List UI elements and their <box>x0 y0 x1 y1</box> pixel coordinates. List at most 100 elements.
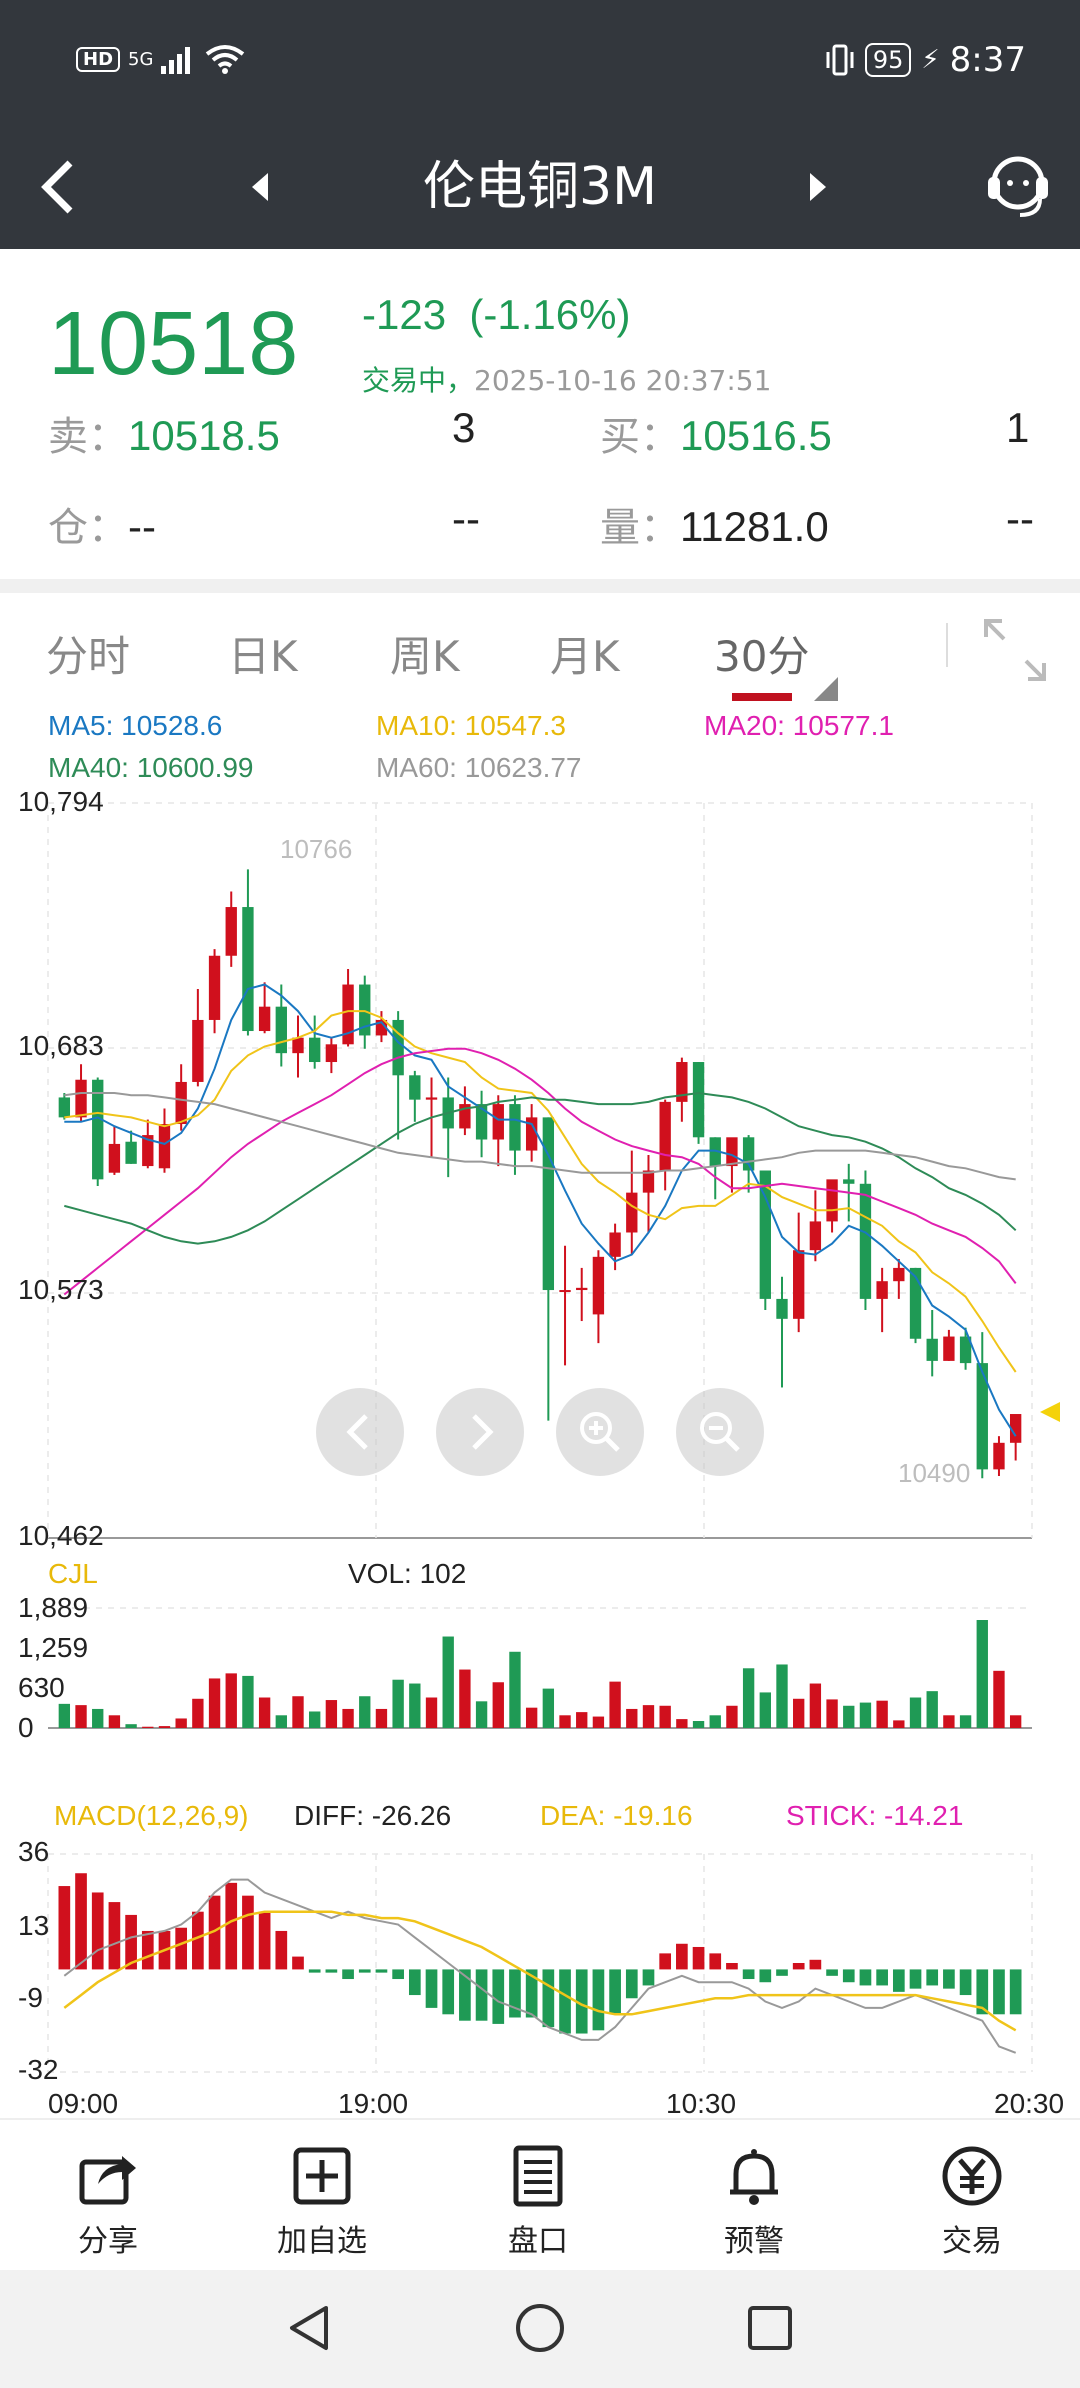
volume-bar <box>909 1697 922 1728</box>
trade-button[interactable]: 交易 <box>912 2144 1032 2260</box>
volume-chart[interactable] <box>0 1590 1080 1790</box>
macd-bar <box>208 1895 221 1970</box>
macd-bar <box>792 1963 805 1970</box>
macd-bar <box>408 1969 421 1996</box>
macd-bar <box>859 1969 872 1986</box>
y-tick-top: 10,794 <box>18 786 104 817</box>
zoom-in-button[interactable] <box>556 1388 644 1476</box>
volume-bar <box>626 1708 638 1728</box>
macd-bar <box>842 1969 855 1983</box>
candle-body <box>359 984 371 1036</box>
macd-chart[interactable] <box>0 1840 1080 2080</box>
candle-body <box>692 1062 705 1138</box>
macd-bar <box>442 1969 455 2015</box>
open-interest-change: -- <box>452 495 480 542</box>
macd-tick-bottom: -32 <box>18 2054 59 2085</box>
y-tick-bottom: 10,462 <box>18 1520 104 1551</box>
candle-body <box>776 1298 788 1319</box>
buy-row: 买：10516.5 <box>600 404 832 462</box>
home-circle-icon[interactable] <box>512 2300 568 2356</box>
candle-body <box>976 1363 988 1470</box>
fullscreen-icon[interactable] <box>980 615 1050 685</box>
back-triangle-icon[interactable] <box>282 2300 338 2356</box>
x-tick-2: 10:30 <box>666 2088 737 2119</box>
volume-chart-title: CJL <box>48 1558 98 1589</box>
add-watchlist-icon <box>293 2147 351 2205</box>
share-button[interactable]: 分享 <box>48 2144 168 2260</box>
macd-bar <box>1009 1969 1022 2015</box>
volume-bar <box>876 1700 888 1728</box>
order-book-icon <box>513 2145 563 2207</box>
macd-bar <box>375 1969 388 1973</box>
macd-bar <box>91 1892 104 1970</box>
trading-state: 交易中， <box>362 364 475 397</box>
buy-label: 买： <box>600 414 680 460</box>
volume-bar <box>692 1721 705 1728</box>
volume-bar <box>425 1697 438 1728</box>
macd-bar <box>559 1969 571 2034</box>
candle-body <box>793 1250 805 1319</box>
tab-weekly-k[interactable]: 周K <box>390 632 460 681</box>
candle-body <box>392 1019 404 1076</box>
candle-body <box>542 1117 555 1291</box>
share-label: 分享 <box>78 2224 138 2259</box>
order-book-button[interactable]: 盘口 <box>478 2144 598 2260</box>
volume-bar <box>225 1673 237 1728</box>
prev-contract-icon[interactable] <box>248 165 272 209</box>
candle-body <box>509 1104 521 1151</box>
back-icon[interactable] <box>28 147 88 227</box>
ma40-legend: MA40: 10600.99 <box>48 752 254 783</box>
volume-bar <box>993 1670 1005 1728</box>
add-watchlist-button[interactable]: 加自选 <box>262 2144 382 2260</box>
vol-tick-2: 1,259 <box>18 1632 89 1663</box>
charging-icon: ⚡ <box>921 45 940 75</box>
volume-change: -- <box>1006 495 1034 542</box>
macd-bar <box>742 1969 755 1980</box>
candle-body <box>125 1141 137 1164</box>
volume-readout: VOL: 102 <box>348 1558 467 1589</box>
candle-body <box>726 1137 738 1167</box>
tab-30min[interactable]: 30分 <box>714 632 810 681</box>
macd-dea: DEA: -19.16 <box>540 1800 693 1831</box>
candle-body <box>192 1019 204 1082</box>
quote-panel: 10518 -123 (-1.16%) 交易中，2025-10-16 20:37… <box>0 249 1080 579</box>
volume-label: 量： <box>600 505 680 551</box>
alert-button[interactable]: 预警 <box>694 2144 814 2260</box>
scroll-left-button[interactable] <box>316 1388 404 1476</box>
macd-bar <box>993 1969 1005 2015</box>
tab-timeshare[interactable]: 分时 <box>46 632 131 681</box>
next-contract-icon[interactable] <box>806 165 830 209</box>
volume-bar <box>843 1705 855 1728</box>
macd-bar <box>258 1911 271 1970</box>
macd-bar <box>926 1969 939 1986</box>
tab-separator <box>946 623 948 667</box>
customer-service-icon[interactable] <box>984 149 1052 223</box>
trading-status: 交易中，2025-10-16 20:37:51 <box>362 359 771 399</box>
candlestick-chart[interactable] <box>0 780 1080 1560</box>
volume-bar <box>859 1702 872 1728</box>
tab-monthly-k[interactable]: 月K <box>550 632 620 681</box>
x-tick-0: 09:00 <box>48 2088 119 2119</box>
zoom-out-button[interactable] <box>676 1388 764 1476</box>
tab-daily-k[interactable]: 日K <box>228 632 298 681</box>
macd-bar <box>709 1953 722 1970</box>
macd-bar <box>141 1930 154 1970</box>
macd-bar <box>275 1930 288 1970</box>
macd-bar <box>308 1969 321 1973</box>
macd-bar <box>892 1969 905 1992</box>
macd-bar <box>676 1943 688 1970</box>
volume-bar <box>242 1675 254 1728</box>
candle-body <box>876 1281 888 1299</box>
candle-body <box>709 1137 721 1167</box>
macd-bar <box>642 1969 655 1986</box>
candle-body <box>826 1179 838 1222</box>
scroll-right-button[interactable] <box>436 1388 524 1476</box>
tab-dropdown-corner-icon[interactable] <box>814 677 838 701</box>
sell-qty: 3 <box>452 404 476 451</box>
volume-bar <box>676 1719 688 1728</box>
recents-square-icon[interactable] <box>742 2300 798 2356</box>
candle-body <box>58 1097 71 1118</box>
high-marker-label: 10766 <box>280 834 353 864</box>
macd-tick-2: 13 <box>18 1910 50 1941</box>
open-interest-row: 仓：-- <box>48 495 156 553</box>
